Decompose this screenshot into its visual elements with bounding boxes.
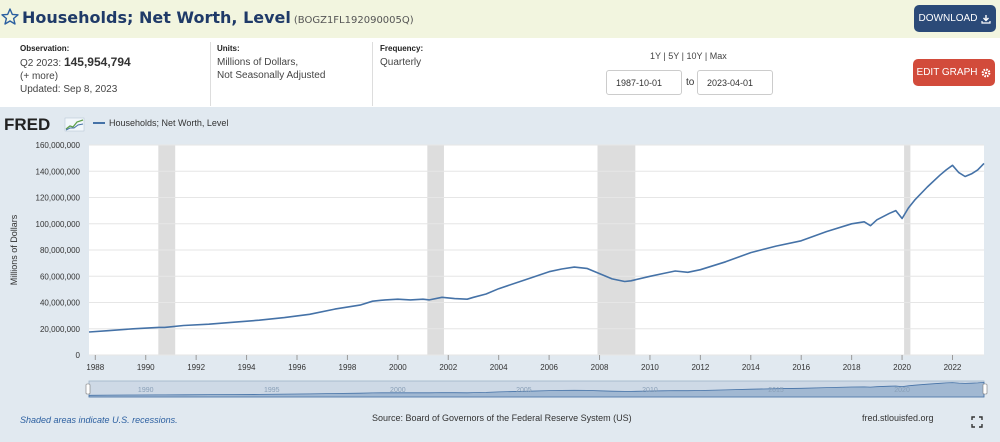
source-text: Source: Board of Governors of the Federa… (372, 413, 632, 423)
observation-value: 145,954,794 (63, 55, 131, 69)
x-tick-label: 1994 (238, 363, 256, 372)
x-tick-label: 2022 (944, 363, 962, 372)
observation-label: Observation: (20, 44, 70, 53)
navigator-handle-right (982, 383, 988, 395)
more-link[interactable]: (+ more) (20, 71, 59, 82)
y-tick-label: 0 (76, 351, 81, 360)
y-tick-label: 80,000,000 (40, 246, 81, 255)
edit-graph-label: EDIT GRAPH (916, 67, 978, 78)
legend: Households; Net Worth, Level (93, 118, 228, 128)
navigator-tick-label: 2020 (894, 387, 910, 394)
x-tick-label: 2006 (540, 363, 558, 372)
fred-logo: FRED (4, 115, 85, 133)
x-tick-label: 2000 (389, 363, 407, 372)
fullscreen-icon[interactable] (971, 416, 983, 428)
range-5y[interactable]: 5Y (668, 51, 680, 61)
x-tick-label: 1996 (288, 363, 306, 372)
site-link[interactable]: fred.stlouisfed.org (862, 413, 934, 423)
download-icon (981, 14, 992, 24)
star-icon[interactable] (0, 7, 20, 27)
gear-icon (982, 68, 991, 77)
y-tick-label: 40,000,000 (40, 299, 81, 308)
navigator-series (88, 381, 985, 398)
range-separator: | (704, 51, 708, 61)
updated-date: Updated: Sep 8, 2023 (20, 84, 118, 95)
range-links: 1Y | 5Y | 10Y | Max (650, 51, 727, 61)
units-line-1: Millions of Dollars, (217, 57, 299, 68)
edit-graph-button[interactable]: EDIT GRAPH (913, 59, 995, 86)
range-1y[interactable]: 1Y (650, 51, 661, 61)
legend-label: Households; Net Worth, Level (109, 118, 229, 128)
meta-divider (372, 42, 373, 106)
x-tick-label: 2008 (591, 363, 609, 372)
y-tick-label: 20,000,000 (40, 325, 81, 334)
x-tick-label: 2012 (691, 363, 709, 372)
x-tick-label: 2010 (641, 363, 659, 372)
x-tick-label: 2020 (893, 363, 911, 372)
frequency-block: Frequency: Quarterly (380, 44, 423, 69)
fred-logo-text: FRED (4, 115, 50, 133)
download-button[interactable]: DOWNLOAD (914, 5, 996, 32)
x-tick-label: 2016 (792, 363, 810, 372)
units-label: Units: (217, 44, 240, 53)
download-label: DOWNLOAD (918, 13, 978, 24)
legend-swatch (93, 122, 105, 124)
y-axis-label: Millions of Dollars (9, 214, 19, 285)
navigator-tick-label: 2000 (390, 387, 406, 394)
navigator-tick-label: 2010 (642, 387, 658, 394)
range-max[interactable]: Max (709, 51, 727, 61)
frequency-label: Frequency: (380, 44, 424, 53)
range-10y[interactable]: 10Y (686, 51, 703, 61)
series-title-text: Households; Net Worth, Level (22, 8, 291, 27)
navigator-tick-label: 1995 (264, 387, 280, 394)
range-separator: | (663, 51, 666, 61)
end-date-input[interactable]: 2023-04-01 (697, 70, 773, 95)
series-id: (BOGZ1FL192090005Q) (293, 15, 414, 26)
navigator-tick-label: 2005 (516, 387, 532, 394)
observation-period: Q2 2023: (20, 58, 62, 69)
range-separator: | (681, 51, 684, 61)
units-line-2: Not Seasonally Adjusted (217, 70, 326, 81)
y-tick-label: 160,000,000 (36, 141, 81, 150)
navigator-handle-left (85, 383, 91, 395)
x-tick-label: 1992 (187, 363, 205, 372)
x-tick-label: 2002 (439, 363, 457, 372)
x-tick-label: 2018 (843, 363, 861, 372)
to-label: to (686, 77, 695, 88)
x-tick-label: 1988 (86, 363, 104, 372)
title-bar (0, 0, 1000, 38)
units-block: Units: Millions of Dollars, Not Seasonal… (217, 44, 325, 82)
navigator-tick-label: 1990 (138, 387, 154, 394)
x-tick-label: 1998 (339, 363, 357, 372)
frequency-value: Quarterly (380, 57, 422, 68)
meta-divider (210, 42, 211, 106)
observation-block: Observation: Q2 2023: 145,954,794 (+ mor… (20, 44, 131, 96)
navigator-tick-label: 2015 (768, 387, 784, 394)
y-tick-label: 60,000,000 (40, 272, 81, 281)
x-tick-label: 1990 (137, 363, 155, 372)
y-tick-label: 140,000,000 (36, 167, 81, 176)
y-tick-label: 100,000,000 (36, 220, 81, 229)
series-title: Households; Net Worth, Level (BOGZ1FL1920… (22, 8, 414, 27)
x-tick-label: 2004 (490, 363, 508, 372)
x-tick-label: 2014 (742, 363, 760, 372)
recession-note: Shaded areas indicate U.S. recessions. (20, 415, 178, 425)
y-tick-label: 120,000,000 (36, 194, 81, 203)
start-date-input[interactable]: 1987-10-01 (606, 70, 682, 95)
series-line (88, 162, 985, 333)
